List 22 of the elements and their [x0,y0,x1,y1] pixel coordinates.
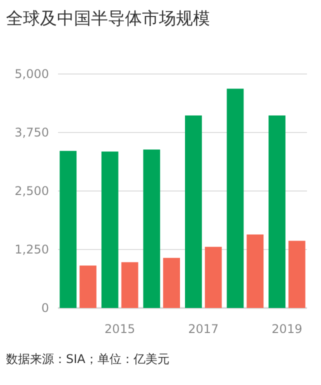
y-tick-label: 5,000 [14,67,49,82]
bar [121,262,138,308]
y-tick-label: 1,250 [14,242,49,257]
y-tick-label: 0 [41,301,49,316]
bar [226,88,244,308]
bar [204,246,222,308]
bar [80,266,96,308]
x-tick-label: 2017 [188,322,219,336]
bar [288,240,306,308]
bar [163,258,180,308]
x-tick-label: 2015 [104,322,136,336]
bar [143,150,160,308]
bar [268,115,286,308]
x-tick-label: 2019 [272,322,302,336]
y-tick-label: 2,500 [14,184,49,198]
y-tick-label: 3,750 [14,126,49,140]
bar [60,150,77,308]
chart-title: 全球及中国半导体市场规模 [6,9,210,29]
bar [185,115,202,308]
bar [246,234,264,308]
source-note: 数据来源：SIA；单位：亿美元 [6,352,170,366]
bar [101,152,118,308]
